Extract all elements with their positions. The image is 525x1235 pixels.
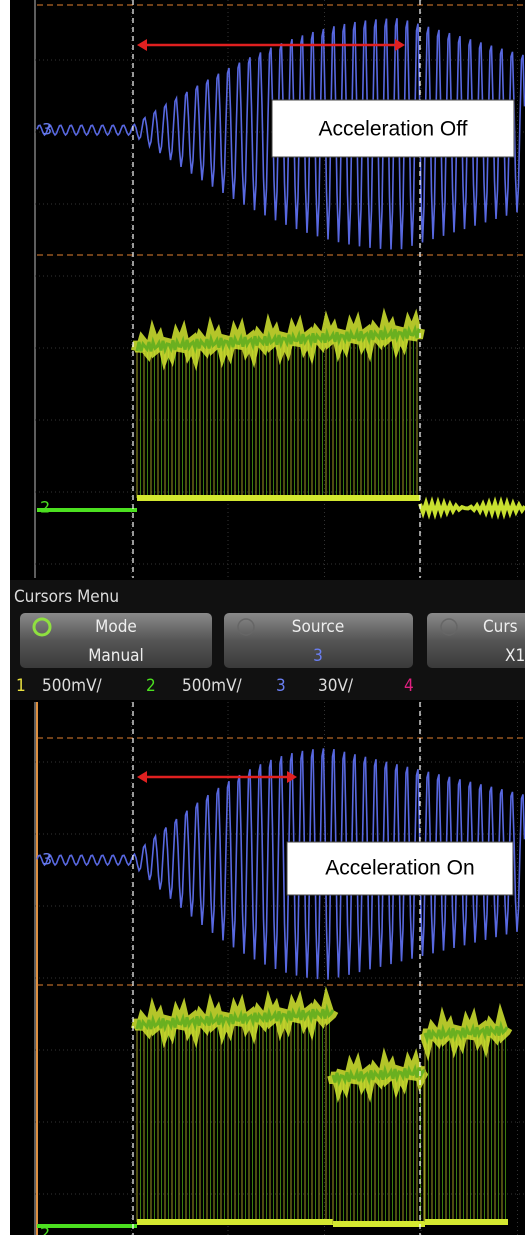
pulse-top-core <box>331 1063 426 1087</box>
knob-icon <box>237 618 255 636</box>
menu-button[interactable] <box>20 613 212 668</box>
channel-number: 1 <box>16 676 26 696</box>
menu-title: Cursors Menu <box>14 587 119 607</box>
channel-scale: 30V/ <box>318 676 354 696</box>
channel-3-trace <box>36 748 525 980</box>
channel-number: 3 <box>276 676 286 696</box>
channel-scale: 500mV/ <box>182 676 243 696</box>
channel-number: 4 <box>404 676 414 696</box>
channel-scale: 500mV/ <box>42 676 103 696</box>
button-value: Manual <box>88 646 144 666</box>
menu-button[interactable] <box>224 613 413 668</box>
pulse-top-core <box>135 1003 335 1033</box>
button-label: Mode <box>95 617 137 637</box>
channel-marker: 2 <box>40 1224 50 1235</box>
channel-marker: 2 <box>40 498 50 517</box>
top-screen <box>10 0 525 580</box>
pulse-top-core <box>135 324 421 355</box>
channel-3-trace <box>36 18 525 250</box>
menu-button[interactable] <box>427 613 525 668</box>
channel-marker: 3 <box>42 850 52 869</box>
annotation: Acceleration On <box>325 857 474 880</box>
button-label: Source <box>292 617 345 637</box>
channel-number: 2 <box>146 676 156 696</box>
knob-icon <box>32 617 52 637</box>
button-value: 3 <box>313 646 323 666</box>
button-label: Curs <box>483 617 518 637</box>
annotation-box <box>271 99 515 158</box>
pulse-top-core <box>423 1020 509 1045</box>
button-value: X1 <box>505 646 525 666</box>
knob-icon <box>440 618 458 636</box>
traces <box>34 0 525 1235</box>
annotation: Acceleration Off <box>318 118 467 141</box>
annotation-box <box>286 841 514 896</box>
channel-2-noise <box>418 496 525 520</box>
channel-marker: 3 <box>42 120 52 139</box>
